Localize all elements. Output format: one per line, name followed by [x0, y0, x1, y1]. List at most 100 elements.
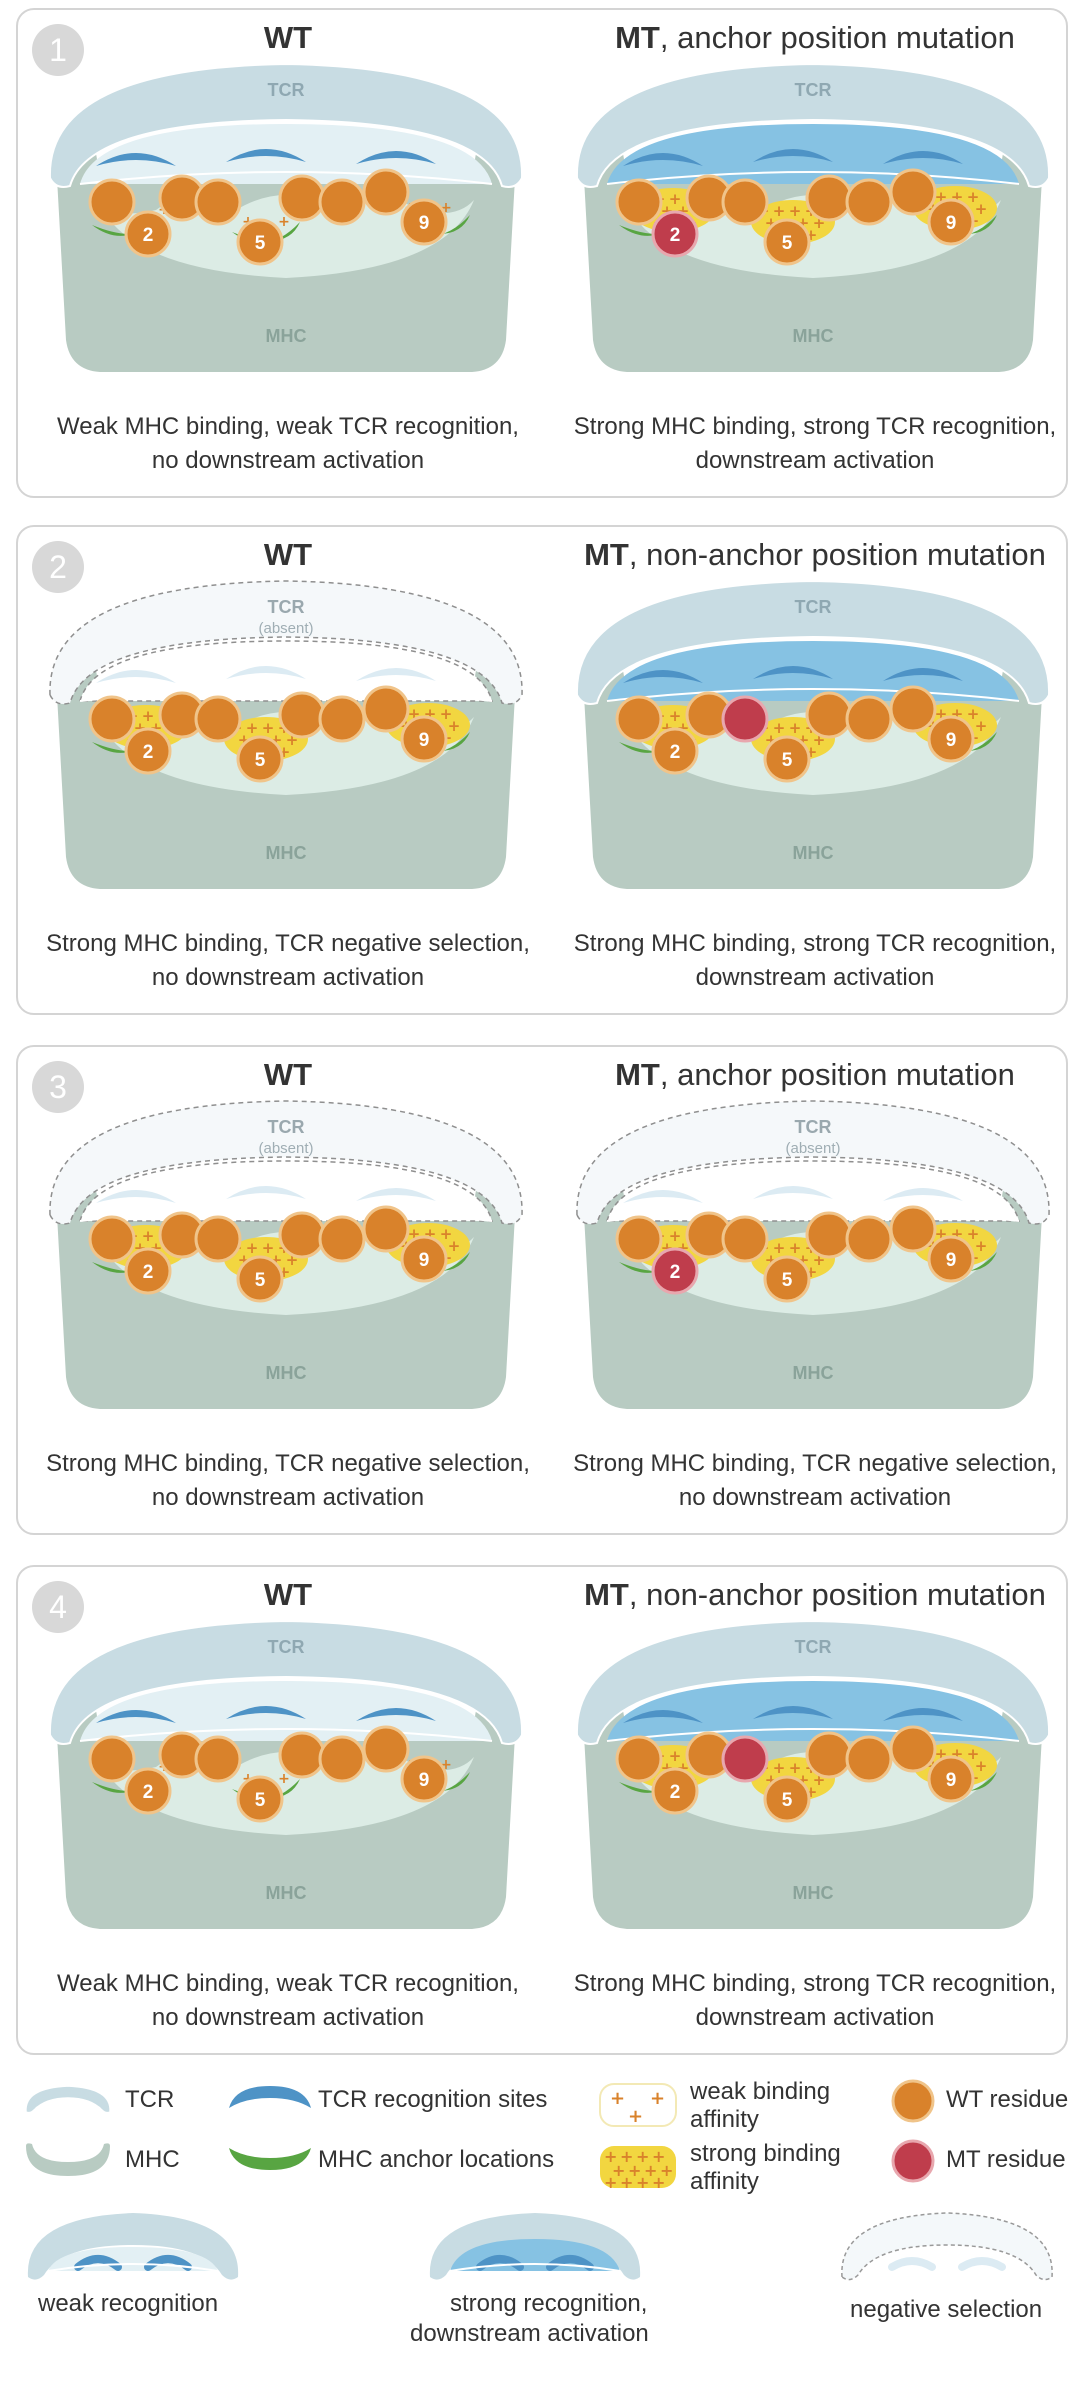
wt-residue — [362, 1205, 410, 1253]
wt-residue — [362, 1725, 410, 1773]
left-caption-line-2: no downstream activation — [151, 1484, 425, 1511]
right-complex-diagram: MHC+++++++++++++++++++++++++++++++++TCR2… — [575, 1619, 1051, 1929]
left-title-bold: WT — [263, 1057, 313, 1092]
wt-residue — [124, 727, 172, 775]
mhc-anchor-location — [402, 1772, 470, 1793]
left-title-bold: WT — [263, 537, 313, 572]
left-caption-line-1: Weak MHC binding, weak TCR recognition, — [57, 413, 519, 440]
tcr-shape — [48, 1619, 524, 1745]
wt-residue — [615, 695, 663, 743]
residue-position-label: 9 — [946, 213, 957, 234]
affinity-plus-mark: + — [789, 1239, 802, 1257]
affinity-plus-mark: + — [789, 202, 802, 220]
affinity-plus-mark: + — [789, 719, 802, 737]
right-complex-diagram: MHC+++++++++++++++++++++++++++++++++TCR(… — [576, 1100, 1050, 1409]
svg-text:+: + — [628, 2106, 643, 2127]
residue-position-label: 2 — [143, 1262, 154, 1283]
right-caption-line-1: Strong MHC binding, strong TCR recogniti… — [573, 930, 1057, 957]
legend-negative-selection-label: negative selection — [850, 2296, 1043, 2323]
left-caption-line-2: no downstream activation — [151, 447, 425, 474]
wt-residue — [194, 695, 242, 743]
right-title-rest: , anchor position mutation — [659, 20, 1015, 55]
right-title: MT, anchor position mutation — [555, 20, 1075, 56]
right-title-bold: MT — [584, 1577, 629, 1612]
tcr-recognition-site — [356, 668, 436, 681]
right-caption-line-1: Strong MHC binding, strong TCR recogniti… — [573, 413, 1057, 440]
mt-residue — [721, 695, 769, 743]
tcr-label: TCR — [795, 80, 832, 100]
affinity-plus-mark: + — [773, 1759, 786, 1777]
wt-residue — [124, 1247, 172, 1295]
residue-position-label: 5 — [255, 750, 266, 771]
right-caption-line-2: no downstream activation — [678, 1484, 952, 1511]
affinity-plus-mark: + — [669, 1227, 682, 1245]
svg-text:+: + — [644, 2161, 657, 2180]
affinity-plus-mark: + — [448, 1237, 461, 1255]
residue-position-label: 2 — [670, 1782, 681, 1803]
legend-strong-recognition-icon — [429, 2213, 641, 2280]
wt-residue — [236, 218, 284, 266]
wt-residue — [124, 210, 172, 258]
panel-2: 2WTMHC+++++++++++++++++++++++++++++++++T… — [16, 525, 1068, 1015]
affinity-plus-mark: + — [789, 1759, 802, 1777]
mt-residue — [651, 210, 699, 258]
legend-strong-recognition-label-1: strong recognition, — [450, 2290, 648, 2317]
affinity-plus-mark: + — [278, 1771, 290, 1787]
mhc-label: MHC — [266, 843, 307, 863]
tcr-recognition-site — [623, 1190, 703, 1203]
right-caption: Strong MHC binding, TCR negative selecti… — [555, 1447, 1075, 1515]
right-complex-diagram: MHC+++++++++++++++++++++++++++++++++TCR2… — [575, 62, 1051, 372]
wt-residue — [805, 1211, 853, 1259]
affinity-plus-mark: + — [967, 705, 980, 723]
tcr-recognition-site — [753, 666, 833, 679]
tcr-label: TCR — [268, 1117, 305, 1137]
affinity-plus-mark: + — [440, 705, 453, 723]
svg-text:+: + — [620, 2173, 633, 2190]
legend-tcr-site-icon — [229, 2086, 311, 2108]
svg-text:+: + — [652, 2173, 665, 2190]
affinity-plus-mark: + — [975, 717, 988, 735]
tcr-edge-line — [79, 1728, 493, 1742]
wt-residue — [845, 1215, 893, 1263]
tcr-recognition-site — [753, 1706, 833, 1719]
wt-residue — [651, 727, 699, 775]
wt-residue — [400, 198, 448, 246]
tcr-recognition-site — [883, 151, 963, 164]
affinity-plus-mark: + — [142, 707, 155, 725]
affinity-plus-mark: + — [975, 200, 988, 218]
wt-residue — [763, 735, 811, 783]
affinity-plus-mark: + — [967, 1745, 980, 1763]
tcr-recognition-site — [226, 1186, 306, 1199]
wt-residue — [615, 1215, 663, 1263]
wt-residue — [88, 695, 136, 743]
wt-residue — [805, 691, 853, 739]
mhc-label: MHC — [266, 326, 307, 346]
wt-residue — [889, 1205, 937, 1253]
svg-text:+: + — [628, 2161, 641, 2180]
right-caption-line-2: downstream activation — [695, 447, 935, 474]
affinity-plus-mark: + — [440, 1757, 452, 1773]
mhc-anchor-location — [929, 215, 997, 236]
tcr-recognition-site — [96, 670, 176, 683]
wt-residue — [278, 1731, 326, 1779]
residue-position-label: 9 — [946, 1770, 957, 1791]
tcr-label: TCR — [795, 1637, 832, 1657]
legend-mt-residue-label: MT residue — [946, 2146, 1066, 2173]
residue-position-label: 5 — [255, 1270, 266, 1291]
left-complex-diagram: MHC+++++++++++++++++++++++++++++++++TCR(… — [49, 580, 523, 889]
residue-position-label: 9 — [419, 1770, 430, 1791]
left-title: WT — [28, 1577, 548, 1613]
tcr-label: TCR — [268, 597, 305, 617]
affinity-plus-mark: + — [967, 188, 980, 206]
residue-position-label: 5 — [782, 750, 793, 771]
right-title-bold: MT — [615, 20, 660, 55]
mhc-label: MHC — [793, 1363, 834, 1383]
wt-residue — [845, 1735, 893, 1783]
residue-position-label: 9 — [419, 213, 430, 234]
wt-residue — [362, 168, 410, 216]
panel-number-badge: 3 — [32, 1061, 84, 1113]
legend-tcr-label: TCR — [125, 2086, 175, 2113]
wt-residue — [194, 178, 242, 226]
affinity-plus-mark: + — [142, 1227, 155, 1245]
